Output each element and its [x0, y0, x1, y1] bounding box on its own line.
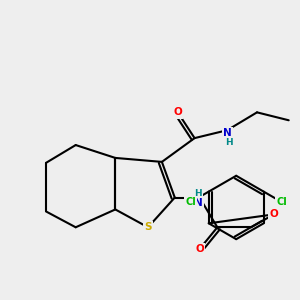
Text: N: N — [194, 199, 203, 208]
Text: O: O — [195, 244, 204, 254]
Text: H: H — [194, 189, 202, 198]
Text: O: O — [173, 107, 182, 117]
Text: N: N — [223, 128, 232, 138]
Text: Cl: Cl — [185, 197, 196, 207]
Text: S: S — [144, 222, 152, 232]
Text: O: O — [269, 209, 278, 219]
Text: Cl: Cl — [276, 197, 287, 207]
Text: H: H — [225, 138, 232, 147]
